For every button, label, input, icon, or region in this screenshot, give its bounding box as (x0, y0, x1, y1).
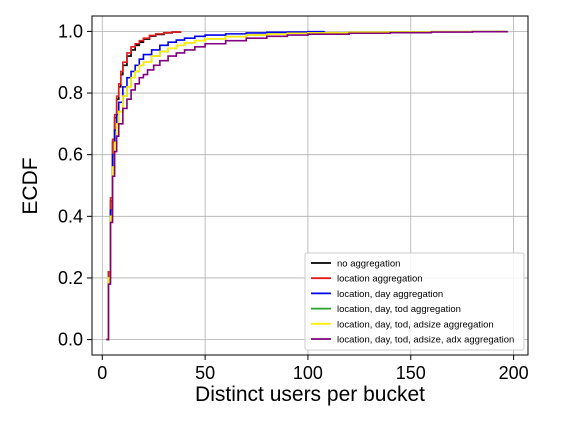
y-tick-label: 0.8 (58, 83, 83, 103)
plot-frame (91, 15, 529, 356)
y-tick-label: 0.2 (58, 268, 83, 288)
x-axis-label: Distinct users per bucket (195, 383, 425, 406)
series-lines (106, 30, 509, 341)
axis-ticks: 0 50 100 150 200 0.0 0.2 0.4 0.6 0.8 1.0 (58, 21, 529, 383)
x-tick-label: 100 (293, 363, 323, 383)
legend-label: location, day, tod aggregation (337, 304, 461, 315)
series-line-4 (106, 30, 509, 341)
x-tick-label: 150 (396, 363, 426, 383)
legend: no aggregation location aggregation locati… (304, 252, 525, 351)
y-axis-label: ECDF (19, 157, 42, 214)
legend-label: location, day, tod, adsize aggregation (337, 319, 494, 330)
legend-box (304, 252, 525, 351)
legend-label: location, day aggregation (337, 289, 443, 300)
legend-label: location aggregation (337, 274, 423, 285)
y-tick-label: 0.0 (58, 330, 83, 350)
y-tick-label: 1.0 (58, 21, 83, 41)
x-tick-label: 50 (195, 363, 215, 383)
series-line-1 (106, 31, 182, 341)
x-tick-label: 0 (97, 363, 107, 383)
series-line-2 (106, 30, 326, 341)
legend-label: location, day, tod, adsize, adx aggregat… (337, 335, 514, 346)
y-tick-label: 0.4 (58, 206, 83, 226)
y-tick-label: 0.6 (58, 145, 83, 165)
x-tick-label: 200 (499, 363, 529, 383)
legend-label: no aggregation (337, 259, 400, 270)
series-line-5 (106, 30, 509, 341)
